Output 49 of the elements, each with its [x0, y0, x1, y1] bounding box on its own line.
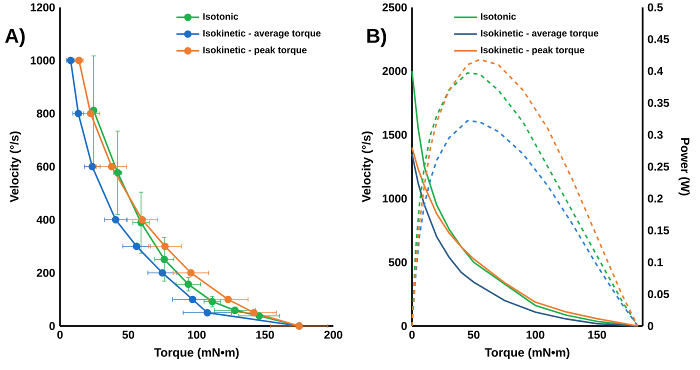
y-tick-label: 800 — [36, 110, 55, 118]
y-tick-label: 200 — [36, 268, 55, 277]
y-tick-label: 2000 — [382, 67, 407, 76]
y2-tick-label: 0.25 — [648, 162, 670, 171]
point — [184, 280, 192, 288]
y2-tick-label: 0.4 — [648, 67, 664, 76]
y-tick-label: 1200 — [30, 3, 55, 12]
x-tick-label: 200 — [324, 330, 342, 339]
y-tick-label: 1000 — [30, 56, 55, 64]
x-tick-label: 0 — [57, 330, 63, 339]
y-tick-label: 2500 — [382, 3, 407, 12]
y-tick-label: 400 — [36, 216, 55, 224]
y2-tick-label: 0.45 — [648, 35, 670, 44]
y-axis-title: Velocity (°/s) — [362, 132, 373, 202]
x-tick-label: 100 — [526, 330, 544, 339]
y2-tick-label: 0.3 — [648, 130, 663, 139]
y2-tick-label: 0 — [648, 322, 654, 330]
text: A) — [5, 28, 25, 47]
y2-tick-label: 0.15 — [648, 226, 670, 234]
legend-label: Isokinetic - average torque — [481, 30, 598, 38]
x-tick-label: 50 — [122, 330, 134, 339]
point — [256, 312, 263, 320]
x-axis-title: Torque (mN•m) — [484, 348, 570, 360]
y2-tick-label: 0.2 — [648, 194, 663, 203]
y2-tick-label: 0.1 — [648, 258, 663, 266]
x-axis-title: Torque (mN•m) — [154, 348, 239, 360]
y2-tick-label: 0.5 — [648, 3, 663, 12]
x-tick-label: 150 — [588, 330, 606, 339]
legend-label: Isotonic — [481, 12, 516, 20]
legend-label: Isokinetic - peak torque — [481, 46, 584, 56]
y-tick-label: 0 — [401, 322, 407, 330]
x-tick-label: 100 — [188, 330, 206, 339]
point — [160, 256, 168, 264]
y2-tick-label: 0.05 — [648, 290, 670, 298]
legend-label: Isokinetic - average torque — [203, 30, 321, 38]
x-tick-label: 0 — [409, 330, 415, 339]
y-tick-label: 600 — [36, 162, 55, 171]
y-tick-label: 500 — [388, 258, 407, 266]
x-tick-label: 50 — [468, 330, 480, 339]
y-tick-label: 0 — [49, 322, 55, 330]
y-tick-label: 1500 — [382, 130, 407, 139]
legend-label: Isotonic — [203, 12, 238, 20]
legend-label: Isokinetic - peak torque — [203, 46, 307, 56]
x-tick-label: 150 — [256, 330, 274, 339]
y-axis-title: Velocity (°/s) — [10, 132, 21, 202]
y2-tick-label: 0.35 — [648, 98, 670, 107]
y-tick-label: 1000 — [382, 194, 407, 203]
y2-axis-title: Power (W) — [678, 138, 690, 196]
text: B) — [367, 28, 386, 47]
